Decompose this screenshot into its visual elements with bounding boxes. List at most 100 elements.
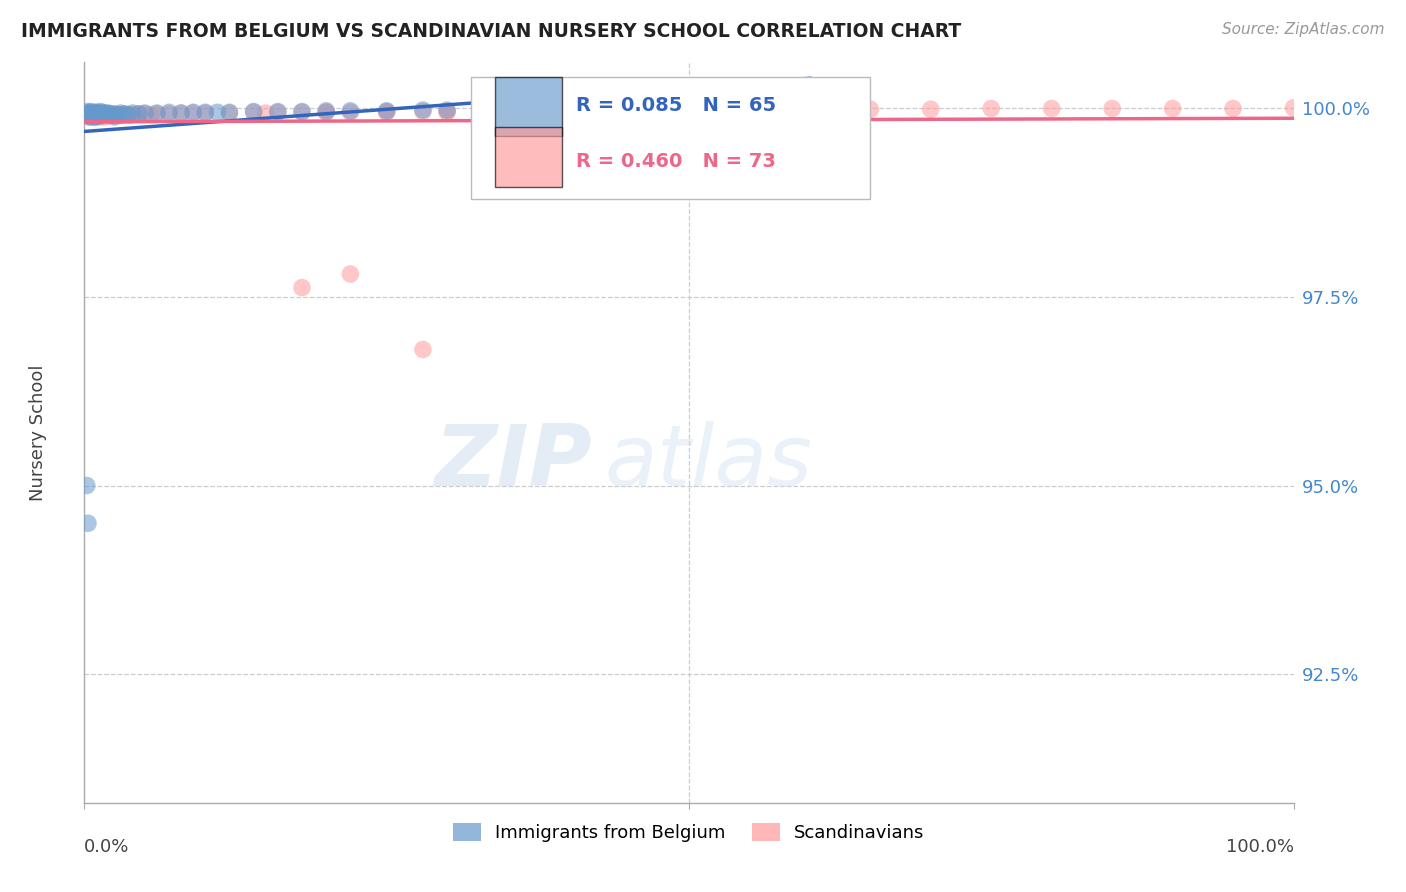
Point bbox=[1101, 102, 1123, 116]
Text: 0.0%: 0.0% bbox=[84, 838, 129, 856]
Point bbox=[84, 107, 107, 121]
Point bbox=[80, 107, 103, 121]
Point bbox=[94, 110, 117, 124]
Point bbox=[86, 109, 108, 123]
Point bbox=[115, 107, 138, 121]
Point bbox=[412, 103, 434, 117]
FancyBboxPatch shape bbox=[495, 128, 562, 186]
Point bbox=[82, 109, 104, 123]
Point bbox=[89, 104, 111, 119]
Point bbox=[91, 107, 114, 121]
Point bbox=[557, 103, 579, 118]
Point bbox=[799, 103, 821, 117]
Point bbox=[170, 106, 193, 120]
Point bbox=[496, 103, 519, 118]
Point bbox=[617, 103, 640, 118]
Point bbox=[87, 106, 110, 120]
Point bbox=[105, 107, 128, 121]
Point bbox=[87, 107, 110, 121]
Point bbox=[1161, 102, 1184, 116]
Point bbox=[79, 107, 101, 121]
Point bbox=[112, 108, 135, 122]
Point bbox=[76, 104, 98, 119]
Point bbox=[104, 110, 127, 124]
Text: 100.0%: 100.0% bbox=[1226, 838, 1294, 856]
Point bbox=[436, 105, 458, 120]
Point bbox=[80, 109, 103, 123]
Point bbox=[84, 109, 107, 123]
Point bbox=[1222, 102, 1244, 116]
Point bbox=[98, 107, 121, 121]
Text: Source: ZipAtlas.com: Source: ZipAtlas.com bbox=[1222, 22, 1385, 37]
Point bbox=[436, 104, 458, 119]
Point bbox=[218, 106, 240, 120]
Point bbox=[104, 109, 127, 123]
Point bbox=[291, 105, 314, 120]
Point bbox=[134, 106, 156, 120]
Point bbox=[86, 107, 108, 121]
Point bbox=[339, 103, 361, 118]
Point bbox=[117, 107, 139, 121]
Point bbox=[339, 105, 361, 120]
Point bbox=[96, 107, 118, 121]
Point bbox=[83, 111, 105, 125]
Point bbox=[82, 108, 104, 122]
Point bbox=[859, 103, 882, 117]
Point bbox=[100, 107, 122, 121]
Text: Nursery School: Nursery School bbox=[30, 364, 48, 501]
Point bbox=[79, 110, 101, 124]
Point bbox=[101, 108, 124, 122]
Point bbox=[194, 105, 217, 120]
Point bbox=[96, 108, 118, 122]
Point bbox=[412, 104, 434, 119]
Point bbox=[375, 105, 398, 120]
Point bbox=[84, 108, 107, 122]
Point bbox=[76, 106, 98, 120]
Point bbox=[496, 103, 519, 117]
Text: atlas: atlas bbox=[605, 421, 813, 504]
Point bbox=[90, 108, 112, 122]
Point bbox=[207, 105, 229, 120]
Point bbox=[77, 108, 100, 122]
Point bbox=[91, 107, 114, 121]
Point bbox=[557, 103, 579, 117]
Point bbox=[146, 107, 169, 121]
Point bbox=[412, 343, 434, 357]
Point bbox=[93, 107, 115, 121]
FancyBboxPatch shape bbox=[495, 77, 562, 136]
Point bbox=[77, 110, 100, 124]
Point bbox=[100, 108, 122, 122]
Point bbox=[97, 109, 120, 123]
Point bbox=[110, 106, 132, 120]
Text: R = 0.460   N = 73: R = 0.460 N = 73 bbox=[576, 152, 776, 170]
Point bbox=[120, 108, 142, 122]
Point bbox=[107, 108, 129, 122]
Point bbox=[94, 107, 117, 121]
Point bbox=[678, 103, 700, 117]
Point bbox=[77, 107, 100, 121]
Point bbox=[90, 110, 112, 124]
Point bbox=[157, 107, 180, 121]
Point bbox=[267, 105, 290, 120]
Point bbox=[375, 103, 398, 118]
Point bbox=[77, 107, 100, 121]
Point bbox=[87, 107, 110, 121]
Point bbox=[79, 105, 101, 120]
Point bbox=[82, 107, 104, 121]
Point bbox=[128, 107, 150, 121]
Point bbox=[82, 109, 104, 123]
Point bbox=[128, 107, 150, 121]
Legend: Immigrants from Belgium, Scandinavians: Immigrants from Belgium, Scandinavians bbox=[446, 815, 932, 849]
Point bbox=[93, 108, 115, 122]
FancyBboxPatch shape bbox=[471, 78, 870, 200]
Text: ZIP: ZIP bbox=[434, 421, 592, 504]
Point bbox=[77, 108, 100, 122]
Text: IMMIGRANTS FROM BELGIUM VS SCANDINAVIAN NURSERY SCHOOL CORRELATION CHART: IMMIGRANTS FROM BELGIUM VS SCANDINAVIAN … bbox=[21, 22, 962, 41]
Point bbox=[89, 107, 111, 121]
Point bbox=[77, 516, 100, 531]
Point bbox=[157, 105, 180, 120]
Point bbox=[315, 105, 337, 120]
Point bbox=[94, 107, 117, 121]
Point bbox=[121, 106, 143, 120]
Text: R = 0.085   N = 65: R = 0.085 N = 65 bbox=[576, 95, 776, 114]
